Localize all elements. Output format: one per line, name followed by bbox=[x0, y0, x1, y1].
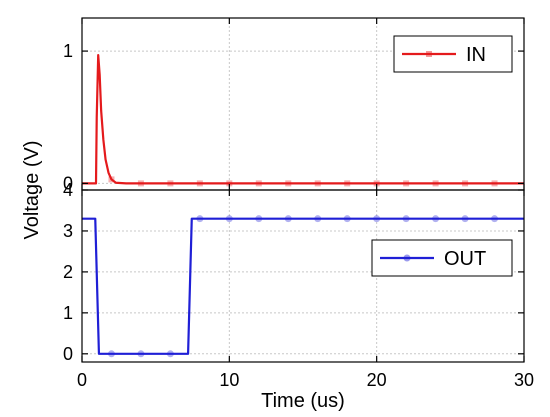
data-point-marker bbox=[226, 180, 233, 187]
y-tick-label: 3 bbox=[63, 221, 73, 241]
data-point-marker bbox=[462, 180, 469, 187]
data-point-marker bbox=[343, 215, 351, 223]
bottom-panel-series bbox=[82, 215, 524, 358]
x-tick-label: 20 bbox=[367, 370, 387, 390]
x-axis: 0 10 20 30 bbox=[77, 370, 534, 390]
data-point-marker bbox=[432, 180, 439, 187]
legend-swatch-marker bbox=[403, 254, 411, 262]
data-point-marker bbox=[491, 215, 499, 223]
data-point-marker bbox=[196, 215, 204, 223]
bottom-panel: 0 1 2 3 4 OUT bbox=[63, 180, 525, 364]
x-axis-title: Time (us) bbox=[261, 390, 345, 412]
data-point-marker bbox=[108, 176, 115, 183]
data-point-marker bbox=[461, 215, 469, 223]
data-point-marker bbox=[255, 180, 262, 187]
data-point-marker bbox=[314, 180, 321, 187]
data-point-marker bbox=[344, 180, 351, 187]
x-tick-label: 0 bbox=[77, 370, 87, 390]
data-point-marker bbox=[137, 180, 144, 187]
x-tick-label: 30 bbox=[514, 370, 534, 390]
y-tick-label: 2 bbox=[63, 262, 73, 282]
data-point-marker bbox=[491, 180, 498, 187]
data-point-marker bbox=[196, 180, 203, 187]
y-tick-label: 0 bbox=[63, 344, 73, 364]
bottom-panel-frame bbox=[81, 189, 525, 363]
x-tick-label: 10 bbox=[219, 370, 239, 390]
data-point-marker bbox=[285, 180, 292, 187]
data-point-marker bbox=[284, 215, 292, 223]
top-panel: 01 IN bbox=[63, 17, 525, 193]
legend-label: IN bbox=[466, 44, 486, 66]
top-panel-series bbox=[82, 53, 524, 187]
y-tick-label: 1 bbox=[63, 41, 73, 61]
y-axis-title: Voltage (V) bbox=[21, 141, 43, 240]
data-point-marker bbox=[137, 350, 145, 358]
data-point-marker bbox=[167, 180, 174, 187]
top-panel-ticks: 01 bbox=[63, 18, 525, 193]
data-point-marker bbox=[166, 350, 174, 358]
data-point-marker bbox=[402, 215, 410, 223]
legend-swatch-marker bbox=[426, 51, 432, 57]
data-point-marker bbox=[225, 215, 233, 223]
y-tick-label: 0 bbox=[63, 173, 73, 193]
legend-out: OUT bbox=[371, 239, 513, 277]
data-point-marker bbox=[314, 215, 322, 223]
series-line-out bbox=[82, 217, 524, 355]
legend-label: OUT bbox=[444, 248, 486, 270]
data-point-marker bbox=[432, 215, 440, 223]
series-line-in bbox=[82, 53, 524, 185]
y-tick-label: 1 bbox=[63, 303, 73, 323]
data-point-marker bbox=[403, 180, 410, 187]
data-point-marker bbox=[107, 350, 115, 358]
data-point-marker bbox=[255, 215, 263, 223]
y-tick-label: 4 bbox=[63, 180, 73, 200]
data-point-marker bbox=[373, 180, 380, 187]
data-point-marker bbox=[373, 215, 381, 223]
legend-in: IN bbox=[393, 35, 513, 73]
bottom-panel-ticks: 0 1 2 3 4 bbox=[63, 180, 525, 364]
